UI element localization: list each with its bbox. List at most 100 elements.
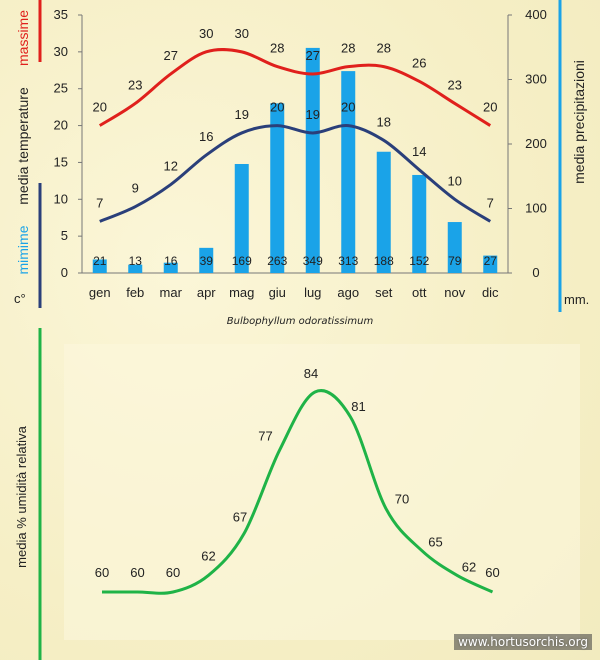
precip-bar (270, 103, 285, 274)
right-tick-label: 400 (525, 7, 547, 22)
humidity-value-label: 60 (95, 565, 109, 580)
precip-bar (412, 174, 427, 273)
precip-bar (376, 151, 391, 273)
month-label: apr (197, 285, 216, 300)
precip-label: 21 (93, 254, 107, 268)
precipitation-unit: mm. (564, 292, 589, 307)
precip-label: 169 (232, 254, 252, 268)
right-axis-title: media precipitazioni (571, 60, 587, 184)
right-tick-label: 0 (532, 265, 539, 280)
watermark: www.hortusorchis.org (454, 634, 592, 650)
humidity-value-label: 62 (201, 548, 215, 563)
min-temp-label: 19 (306, 107, 320, 122)
precip-label: 79 (448, 254, 462, 268)
humidity-panel (64, 344, 580, 640)
precip-label: 27 (484, 254, 498, 268)
humidity-line (102, 389, 494, 595)
left-tick-label: 25 (54, 81, 68, 96)
max-temp-label: 20 (93, 100, 107, 115)
right-tick-label: 100 (525, 201, 547, 216)
min-temp-line (99, 124, 492, 223)
month-label: mar (160, 285, 183, 300)
month-label: nov (444, 285, 465, 300)
precip-bar (199, 247, 214, 273)
month-label: dic (482, 285, 499, 300)
temperature-unit: c° (14, 291, 26, 306)
right-tick-label: 300 (525, 72, 547, 87)
humidity-value-label: 70 (395, 492, 409, 507)
left-axis-title-min: mimime (15, 225, 31, 274)
max-temp-line (98, 48, 492, 127)
humidity-value-label: 84 (304, 366, 318, 381)
min-temp-label: 12 (164, 159, 178, 174)
left-tick-label: 0 (61, 265, 68, 280)
min-temp-label: 9 (132, 181, 139, 196)
precip-bar (128, 264, 143, 273)
min-temp-label: 19 (235, 107, 249, 122)
humidity-value-label: 81 (351, 399, 365, 414)
humidity-value-label: 62 (462, 559, 476, 574)
min-temp-label: 16 (199, 129, 213, 144)
month-label: set (375, 285, 393, 300)
precip-bar (341, 71, 356, 274)
precip-bar (483, 255, 498, 273)
month-label: lug (304, 285, 321, 300)
max-temp-label: 28 (270, 41, 284, 56)
left-tick-label: 15 (54, 154, 68, 169)
month-label: ott (412, 285, 427, 300)
right-tick-label: 200 (525, 136, 547, 151)
min-temp-label: 20 (341, 100, 355, 115)
min-temp-label: 18 (377, 114, 391, 129)
month-label: giu (269, 285, 286, 300)
humidity-value-label: 60 (130, 565, 144, 580)
precip-bar (234, 163, 249, 273)
max-temp-label: 27 (164, 48, 178, 63)
min-temp-label: 10 (448, 173, 462, 188)
min-temp-label: 20 (270, 100, 284, 115)
max-temp-label: 28 (341, 41, 355, 56)
max-temp-label: 26 (412, 55, 426, 70)
month-label: ago (337, 285, 359, 300)
left-tick-label: 30 (54, 44, 68, 59)
precip-bar (305, 47, 320, 273)
humidity-value-label: 67 (233, 510, 247, 525)
precip-label: 16 (164, 254, 178, 268)
precip-bar (163, 262, 178, 273)
left-tick-label: 35 (54, 7, 68, 22)
left-tick-label: 10 (54, 191, 68, 206)
max-temp-label: 23 (128, 77, 142, 92)
max-temp-label: 23 (448, 77, 462, 92)
climate-chart: 0 5 10 15 20 25 30 35 0 100 200 300 400 20 23 27 30 30 28 2… (14, 0, 589, 312)
humidity-value-label: 60 (166, 565, 180, 580)
precip-label: 263 (267, 254, 287, 268)
precip-bar (447, 222, 462, 273)
month-label: gen (89, 285, 111, 300)
max-temp-label: 20 (483, 100, 497, 115)
min-temp-label: 7 (96, 195, 103, 210)
max-temp-label: 30 (199, 26, 213, 41)
precip-label: 39 (200, 254, 214, 268)
month-label: mag (229, 285, 254, 300)
precip-label: 188 (374, 254, 394, 268)
max-temp-label: 28 (377, 41, 391, 56)
precip-label: 313 (338, 254, 358, 268)
humidity-value-label: 77 (258, 428, 272, 443)
precip-bar (92, 259, 107, 273)
left-axis-title-max: massime (15, 10, 31, 66)
humidity-axis-title: media % umidità relativa (14, 425, 29, 567)
humidity-value-label: 60 (485, 565, 499, 580)
precip-label: 13 (129, 254, 143, 268)
species-name: Bulbophyllum odoratissimum (226, 316, 374, 327)
max-temp-label: 27 (306, 48, 320, 63)
left-axis-title: media temperature (15, 87, 31, 205)
left-tick-label: 20 (54, 118, 68, 133)
max-temp-label: 30 (235, 26, 249, 41)
left-tick-label: 5 (61, 228, 68, 243)
min-temp-label: 7 (487, 195, 494, 210)
precip-label: 349 (303, 254, 323, 268)
humidity-value-label: 65 (428, 534, 442, 549)
min-temp-label: 14 (412, 144, 426, 159)
month-label: feb (126, 285, 144, 300)
